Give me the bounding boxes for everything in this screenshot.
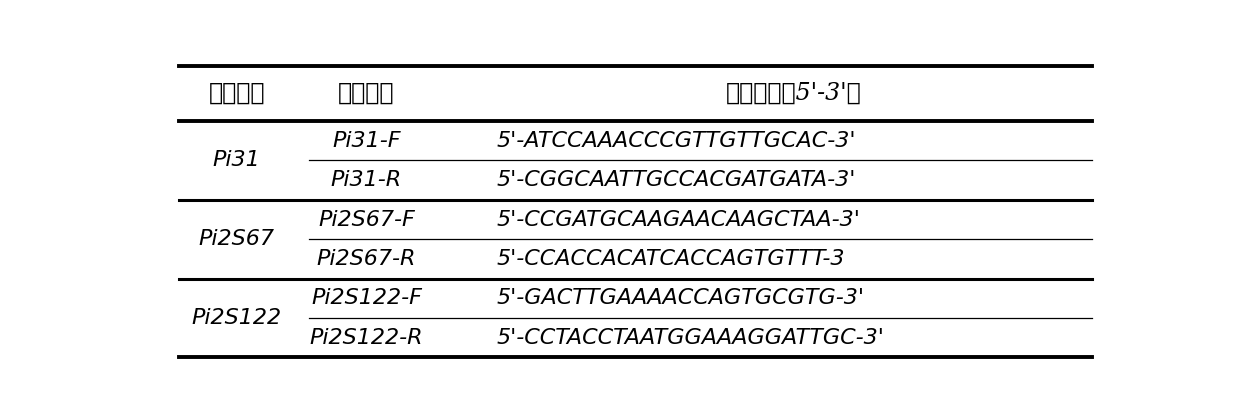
Text: Pi2S122: Pi2S122 — [192, 308, 281, 328]
Text: 5'-CGGCAATTGCCACGATGATA-3': 5'-CGGCAATTGCCACGATGATA-3' — [496, 170, 856, 190]
Text: Pi31-R: Pi31-R — [331, 170, 402, 190]
Text: 5'-CCTACCTAATGGAAAGGATTGC-3': 5'-CCTACCTAATGGAAAGGATTGC-3' — [496, 328, 884, 348]
Text: 引物序列（5'-3'）: 引物序列（5'-3'） — [727, 82, 862, 105]
Text: Pi31: Pi31 — [213, 151, 260, 171]
Text: Pi31-F: Pi31-F — [332, 131, 401, 151]
Text: Pi2S67: Pi2S67 — [198, 229, 275, 249]
Text: 5'-GACTTGAAAACCAGTGCGTG-3': 5'-GACTTGAAAACCAGTGCGTG-3' — [496, 288, 864, 308]
Text: Pi2S122-F: Pi2S122-F — [311, 288, 422, 308]
Text: 5'-CCACCACATCACCAGTGTTT-3: 5'-CCACCACATCACCAGTGTTT-3 — [496, 249, 844, 269]
Text: Pi2S122-R: Pi2S122-R — [310, 328, 423, 348]
Text: 引物名称: 引物名称 — [339, 82, 394, 105]
Text: Pi2S67-R: Pi2S67-R — [316, 249, 417, 269]
Text: Pi2S67-F: Pi2S67-F — [317, 210, 415, 230]
Text: 5'-ATCCAAACCCGTTGTTGCAC-3': 5'-ATCCAAACCCGTTGTTGCAC-3' — [496, 131, 856, 151]
Text: 标记名称: 标记名称 — [208, 82, 265, 105]
Text: 5'-CCGATGCAAGAACAAGCTAA-3': 5'-CCGATGCAAGAACAAGCTAA-3' — [496, 210, 861, 230]
